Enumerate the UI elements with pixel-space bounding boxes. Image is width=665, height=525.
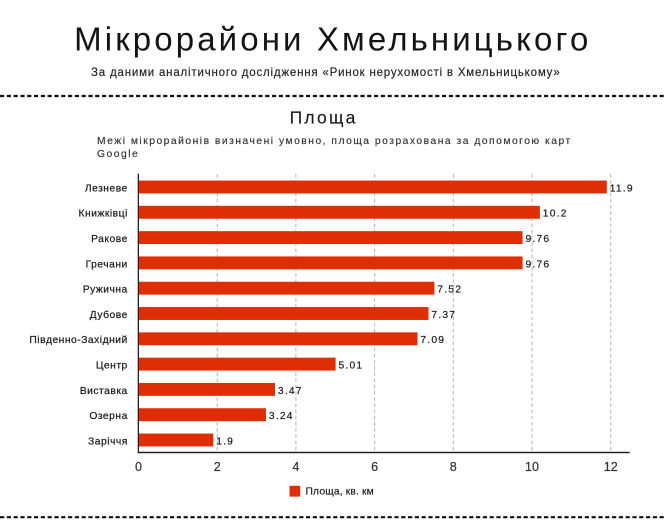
svg-text:Ружична: Ружична <box>83 285 128 296</box>
svg-text:10: 10 <box>525 460 539 474</box>
svg-text:7.37: 7.37 <box>431 310 456 321</box>
svg-text:Південно-Західний: Південно-Західний <box>29 335 127 346</box>
svg-text:0: 0 <box>135 460 142 474</box>
svg-text:Мікрорайони Хмельницького: Мікрорайони Хмельницького <box>74 20 591 57</box>
svg-text:Гречани: Гречани <box>86 259 128 270</box>
svg-text:Площа, кв. км: Площа, кв. км <box>306 487 374 498</box>
svg-text:Заріччя: Заріччя <box>88 436 128 447</box>
svg-text:Озерна: Озерна <box>89 411 127 422</box>
svg-text:8: 8 <box>450 460 457 474</box>
svg-text:За даними аналітичного дослідж: За даними аналітичного дослідження «Рино… <box>91 67 560 79</box>
svg-text:12: 12 <box>604 460 618 474</box>
svg-text:Межі мікрорайонів визначені ум: Межі мікрорайонів визначені умовно, площ… <box>97 136 572 147</box>
svg-text:7.09: 7.09 <box>420 335 445 346</box>
svg-text:11.9: 11.9 <box>610 183 634 194</box>
svg-text:4: 4 <box>292 460 299 474</box>
svg-text:5.01: 5.01 <box>339 361 364 372</box>
svg-text:2: 2 <box>214 460 221 474</box>
svg-text:Лезневе: Лезневе <box>85 183 128 194</box>
svg-text:Дубове: Дубове <box>90 309 128 321</box>
svg-text:3.47: 3.47 <box>278 386 303 397</box>
svg-text:Площа: Площа <box>290 108 358 128</box>
svg-text:Виставка: Виставка <box>80 386 128 397</box>
svg-text:1.9: 1.9 <box>216 436 234 447</box>
svg-text:6: 6 <box>371 460 378 474</box>
svg-text:Ракове: Ракове <box>91 234 128 245</box>
svg-text:Центр: Центр <box>96 361 128 372</box>
svg-text:7.52: 7.52 <box>437 285 462 296</box>
svg-text:10.2: 10.2 <box>543 209 568 220</box>
svg-text:Книжківці: Книжківці <box>79 209 128 220</box>
svg-text:Google: Google <box>97 149 139 160</box>
svg-text:3.24: 3.24 <box>269 411 294 422</box>
svg-text:9.76: 9.76 <box>526 234 551 245</box>
svg-text:9.76: 9.76 <box>526 259 551 270</box>
